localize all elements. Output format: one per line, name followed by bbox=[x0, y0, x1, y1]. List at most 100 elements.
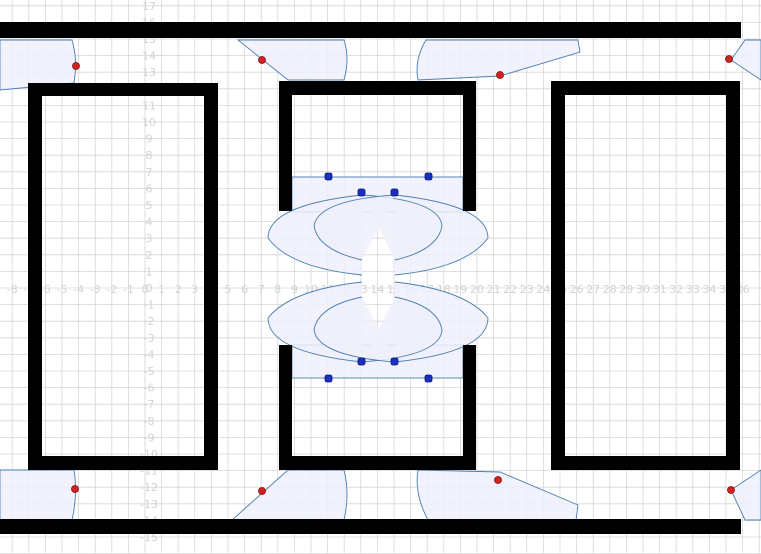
hinge-blue-icon[interactable] bbox=[357, 357, 366, 366]
y-axis-tick-label: 7 bbox=[146, 166, 153, 179]
x-axis-labels: -8-7-6-5-4-3-2-1012345678910111213141516… bbox=[7, 283, 750, 296]
wall-left-room-left bbox=[28, 83, 42, 470]
wall-right-room-bottom bbox=[551, 456, 740, 470]
x-axis-tick-label: 34 bbox=[702, 283, 716, 296]
y-axis-tick-label: 9 bbox=[146, 133, 153, 146]
hinge-red-icon[interactable] bbox=[494, 476, 502, 484]
wall-center-room-top bbox=[279, 81, 476, 95]
x-axis-tick-label: 2 bbox=[175, 283, 182, 296]
y-axis-tick-label: -3 bbox=[144, 332, 155, 345]
hinge-red-icon[interactable] bbox=[258, 487, 266, 495]
y-axis-tick-label: -8 bbox=[144, 415, 155, 428]
x-axis-tick-label: -1 bbox=[123, 283, 134, 296]
x-axis-tick-label: -2 bbox=[106, 283, 117, 296]
x-axis-tick-label: -5 bbox=[57, 283, 68, 296]
y-axis-tick-label: 3 bbox=[146, 232, 153, 245]
x-axis-tick-label: -6 bbox=[40, 283, 51, 296]
hinge-red-icon[interactable] bbox=[71, 485, 79, 493]
wall-center-room-bottom bbox=[279, 456, 476, 470]
x-axis-tick-label: -4 bbox=[73, 283, 84, 296]
wall-right-room-left bbox=[551, 81, 565, 470]
x-axis-tick-label: 29 bbox=[619, 283, 633, 296]
wall-left-room-top bbox=[28, 83, 218, 96]
y-axis-tick-label: 2 bbox=[146, 249, 153, 262]
y-axis-tick-label: 14 bbox=[142, 50, 156, 63]
y-axis-tick-label: -15 bbox=[140, 531, 158, 544]
y-axis-tick-label: 4 bbox=[146, 216, 153, 229]
hinge-blue-icon[interactable] bbox=[390, 357, 399, 366]
x-axis-tick-label: 33 bbox=[686, 283, 700, 296]
x-axis-tick-label: 23 bbox=[520, 283, 534, 296]
y-axis-tick-label: -5 bbox=[144, 365, 155, 378]
y-axis-tick-label: -6 bbox=[144, 382, 155, 395]
y-axis-tick-label: -13 bbox=[140, 498, 158, 511]
hinge-blue-icon[interactable] bbox=[357, 188, 366, 197]
x-axis-tick-label: 6 bbox=[241, 283, 248, 296]
wall-right-room-right bbox=[726, 81, 740, 470]
y-axis-tick-label: 6 bbox=[146, 182, 153, 195]
y-axis-tick-label: -2 bbox=[144, 315, 155, 328]
x-axis-tick-label: 8 bbox=[274, 283, 281, 296]
wall-left-room-right bbox=[204, 83, 218, 470]
y-axis-tick-label: -1 bbox=[144, 299, 155, 312]
x-axis-tick-label: 3 bbox=[191, 283, 198, 296]
hinge-blue-icon[interactable] bbox=[424, 374, 433, 383]
y-axis-tick-label: 10 bbox=[142, 116, 156, 129]
hinge-red-icon[interactable] bbox=[727, 486, 735, 494]
door-swings bbox=[0, 39, 761, 521]
hinge-blue-icon[interactable] bbox=[324, 172, 333, 181]
wall-left-room-bottom bbox=[28, 456, 218, 470]
door-swing-top-2 bbox=[236, 39, 348, 81]
x-axis-tick-label: 28 bbox=[603, 283, 617, 296]
y-axis-tick-label: 11 bbox=[142, 99, 156, 112]
y-axis-tick-label: 8 bbox=[146, 149, 153, 162]
y-axis-tick-label: -12 bbox=[140, 481, 158, 494]
door-arc-lower-4 bbox=[313, 296, 396, 363]
door-swing-top-3 bbox=[416, 39, 581, 81]
x-axis-tick-label: 5 bbox=[225, 283, 232, 296]
x-axis-tick-label: 7 bbox=[258, 283, 265, 296]
x-axis-tick-label: 21 bbox=[487, 283, 501, 296]
door-swing-bottom-3 bbox=[416, 469, 579, 521]
y-axis-tick-label: -4 bbox=[144, 348, 155, 361]
x-axis-tick-label: -8 bbox=[7, 283, 18, 296]
x-axis-tick-label: -3 bbox=[90, 283, 101, 296]
x-axis-tick-label: 26 bbox=[570, 283, 584, 296]
y-axis-tick-label: 1 bbox=[146, 265, 153, 278]
hinge-blue-icon[interactable] bbox=[390, 188, 399, 197]
door-swing-bottom-2 bbox=[230, 469, 348, 521]
x-axis-tick-label: 31 bbox=[653, 283, 667, 296]
x-axis-tick-label: 1 bbox=[158, 283, 165, 296]
hinge-red-icon[interactable] bbox=[725, 55, 733, 63]
x-axis-tick-label: 19 bbox=[453, 283, 467, 296]
wall-center-room-right-upper bbox=[463, 81, 476, 211]
y-axis-tick-label: -9 bbox=[144, 431, 155, 444]
x-axis-tick-label: 32 bbox=[669, 283, 683, 296]
x-axis-tick-label: 27 bbox=[586, 283, 600, 296]
x-axis-tick-label: 0 bbox=[142, 283, 149, 296]
door-hinges bbox=[71, 55, 735, 495]
wall-center-room-left-lower bbox=[279, 345, 292, 470]
x-axis-tick-label: 14 bbox=[370, 283, 384, 296]
x-axis-tick-label: 24 bbox=[536, 283, 550, 296]
x-axis-tick-label: 22 bbox=[503, 283, 517, 296]
hinge-blue-icon[interactable] bbox=[424, 172, 433, 181]
wall-right-room-top bbox=[551, 81, 740, 95]
y-axis-tick-label: 13 bbox=[142, 66, 156, 79]
walls bbox=[0, 22, 741, 534]
door-swing-top-left bbox=[0, 39, 77, 91]
door-swing-top-right bbox=[730, 39, 761, 81]
hinge-red-icon[interactable] bbox=[72, 62, 80, 70]
door-arc-upper-4 bbox=[313, 194, 396, 261]
hinge-red-icon[interactable] bbox=[258, 56, 266, 64]
x-axis-tick-label: 9 bbox=[291, 283, 298, 296]
hinge-red-icon[interactable] bbox=[496, 71, 504, 79]
hinge-blue-icon[interactable] bbox=[324, 374, 333, 383]
y-axis-tick-label: 17 bbox=[142, 0, 156, 13]
y-axis-tick-label: -7 bbox=[144, 398, 155, 411]
wall-center-room-right-lower bbox=[463, 345, 476, 470]
wall-bottom-corridor bbox=[0, 519, 741, 534]
wall-top-corridor bbox=[0, 22, 741, 38]
x-axis-tick-label: 30 bbox=[636, 283, 650, 296]
